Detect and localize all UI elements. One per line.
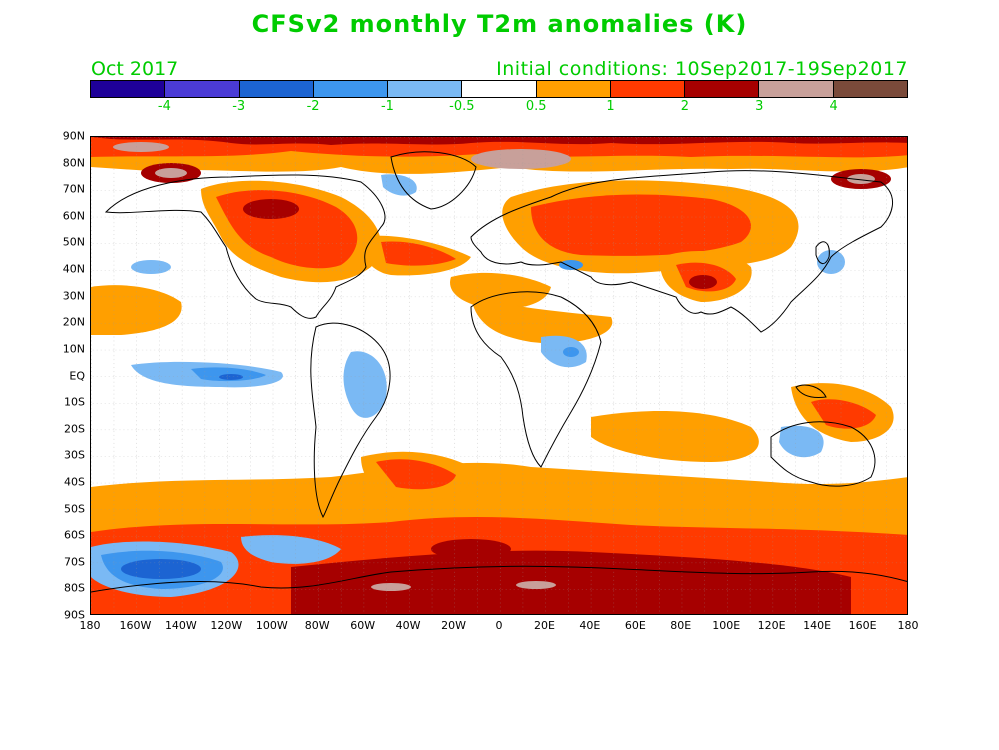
- graticule: [91, 137, 907, 614]
- longitude-label: 20W: [441, 619, 466, 632]
- colorbar-segment: [91, 81, 166, 97]
- anomaly-map: [90, 136, 908, 615]
- longitude-label: 80W: [304, 619, 330, 632]
- coastlines: [91, 151, 907, 593]
- colorbar-segment: [165, 81, 240, 97]
- longitude-label: 120W: [210, 619, 243, 632]
- chart-title: CFSv2 monthly T2m anomalies (K): [251, 10, 748, 38]
- longitude-label: 180: [897, 619, 919, 632]
- colorbar-segment: [536, 81, 611, 97]
- latitude-label: 20N: [62, 315, 85, 329]
- colorbar-label: -2: [306, 99, 320, 114]
- latitude-label: 80S: [64, 581, 85, 595]
- colorbar-segment: [462, 81, 537, 97]
- colorbar: [90, 80, 908, 98]
- longitude-label: 180: [79, 619, 101, 632]
- colorbar-label: -3: [232, 99, 246, 114]
- latitude-label: 10S: [64, 395, 85, 409]
- initial-conditions: Initial conditions: 10Sep2017-19Sep2017: [496, 58, 908, 80]
- latitude-label: 90N: [62, 129, 85, 143]
- colorbar-segment: [685, 81, 760, 97]
- longitude-label: 60E: [624, 619, 646, 632]
- colorbar-label: 2: [680, 99, 690, 114]
- colorbar-label: 4: [829, 99, 838, 114]
- colorbar-segment: [239, 81, 314, 97]
- latitude-label: 90S: [64, 608, 85, 622]
- longitude-label: 120E: [757, 619, 786, 632]
- colorbar-segment: [610, 81, 686, 97]
- latitude-label: 50S: [64, 502, 85, 516]
- latitude-label: 40N: [62, 262, 85, 276]
- colorbar-label: -1: [380, 99, 394, 114]
- longitude-label: 60W: [350, 619, 376, 632]
- longitude-label: 40W: [395, 619, 421, 632]
- colorbar-segment: [313, 81, 389, 97]
- longitude-label: 140E: [803, 619, 832, 632]
- latitude-label: EQ: [69, 369, 85, 382]
- longitude-label: 80E: [670, 619, 692, 632]
- longitude-label: 100W: [255, 619, 288, 632]
- latitude-label: 50N: [62, 235, 85, 249]
- colorbar-segment: [388, 81, 463, 97]
- longitude-label: 140W: [164, 619, 197, 632]
- latitude-label: 20S: [64, 422, 85, 436]
- latitude-label: 40S: [64, 475, 85, 489]
- latitude-label: 60N: [62, 209, 85, 223]
- longitude-label: 0: [495, 619, 503, 632]
- colorbar-label: 3: [755, 99, 764, 114]
- colorbar-segment: [833, 81, 907, 97]
- colorbar-label: -4: [157, 99, 171, 114]
- latitude-label: 60S: [64, 528, 85, 542]
- latitude-label: 30N: [62, 289, 85, 303]
- latitude-label: 70S: [64, 555, 85, 569]
- colorbar-label: 0.5: [525, 99, 547, 114]
- valid-month: Oct 2017: [91, 58, 179, 80]
- latitude-label: 10N: [62, 342, 85, 356]
- latitude-label: 30S: [64, 448, 85, 462]
- map-svg: [91, 137, 907, 614]
- longitude-label: 40E: [579, 619, 601, 632]
- colorbar-label: 1: [606, 99, 615, 114]
- colorbar-segment: [759, 81, 834, 97]
- latitude-label: 80N: [62, 156, 85, 170]
- longitude-label: 160E: [848, 619, 877, 632]
- colorbar-label: -0.5: [449, 99, 475, 114]
- longitude-label: 20E: [533, 619, 555, 632]
- longitude-label: 160W: [119, 619, 152, 632]
- latitude-label: 70N: [62, 182, 85, 196]
- longitude-label: 100E: [712, 619, 741, 632]
